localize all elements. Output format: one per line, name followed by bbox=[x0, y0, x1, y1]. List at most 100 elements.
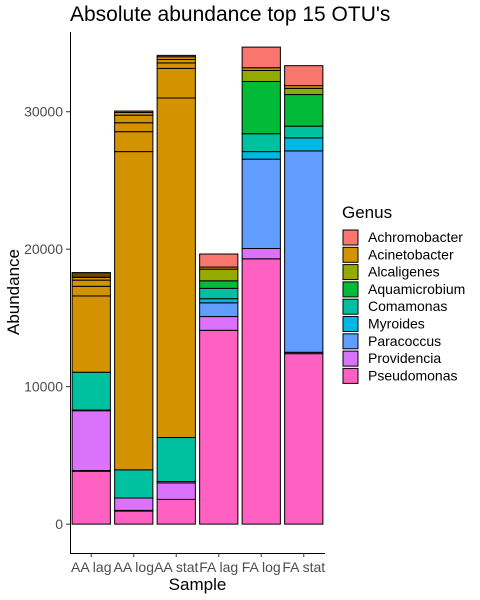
bar-segment-fa-log-myroides-3 bbox=[241, 151, 281, 160]
bar-segment-fa-log-comamonas-4 bbox=[241, 133, 281, 153]
bar-segment-aa-lag-pseudomonas-0 bbox=[71, 470, 111, 525]
legend-item-comamonas: Comamonas bbox=[342, 298, 447, 315]
bar-segment-aa-log-acinetobacter-5 bbox=[114, 131, 154, 153]
legend-label-alcaligenes: Alcaligenes bbox=[368, 264, 440, 280]
y-axis-title: Abundance bbox=[4, 249, 23, 335]
bar-segment-fa-stat-alcaligenes-6 bbox=[284, 87, 324, 96]
x-tick-label-aa-lag: AA lag bbox=[71, 559, 111, 575]
legend-label-pseudomonas: Pseudomonas bbox=[368, 367, 458, 383]
legend-label-comamonas: Comamonas bbox=[368, 298, 447, 314]
x-tick-label-fa-stat: FA stat bbox=[282, 559, 325, 575]
legend-label-paracoccus: Paracoccus bbox=[368, 333, 441, 349]
x-axis-ticks: AA lag AA log AA stat FA lag FA log FA stat bbox=[71, 553, 325, 575]
bar-segment-aa-stat-acinetobacter-4 bbox=[156, 97, 196, 439]
legend-swatch-achromobacter bbox=[342, 229, 359, 246]
bar-segment-aa-stat-achromobacter-9 bbox=[156, 54, 196, 58]
bar-segment-fa-stat-pseudomonas-0 bbox=[284, 353, 324, 525]
bar-segment-fa-lag-pseudomonas-0 bbox=[199, 329, 239, 525]
x-tick-label-aa-stat: AA stat bbox=[154, 559, 198, 575]
legend-swatch-alcaligenes bbox=[342, 264, 359, 281]
y-tick-label-30000: 30000 bbox=[24, 104, 63, 120]
bar-segment-aa-lag-acinetobacter-6 bbox=[71, 285, 111, 297]
bar-segment-aa-log-providencia-2 bbox=[114, 497, 154, 511]
bar-segment-aa-stat-providencia-1 bbox=[156, 482, 196, 500]
bar-segment-aa-log-pseudomonas-0 bbox=[114, 510, 154, 525]
bar-segment-fa-log-alcaligenes-6 bbox=[241, 69, 281, 82]
x-tick-label-fa-log: FA log bbox=[242, 559, 281, 575]
x-tick-label-fa-lag: FA lag bbox=[199, 559, 238, 575]
bar-fa-lag bbox=[199, 253, 239, 525]
legend-label-acinetobacter: Acinetobacter bbox=[368, 246, 454, 262]
x-tick-label-aa-log: AA log bbox=[114, 559, 154, 575]
bar-segment-fa-lag-achromobacter-8 bbox=[199, 253, 239, 268]
bar-segment-aa-log-acinetobacter-7 bbox=[114, 114, 154, 124]
legend-item-myroides: Myroides bbox=[342, 316, 425, 332]
y-axis-ticks: 0 10000 20000 30000 bbox=[24, 104, 70, 532]
bar-segment-fa-lag-providencia-1 bbox=[199, 316, 239, 331]
bar-segment-aa-log-acinetobacter-9 bbox=[114, 110, 154, 113]
legend-label-myroides: Myroides bbox=[368, 316, 425, 332]
bar-aa-log bbox=[114, 110, 154, 525]
legend-swatch-comamonas bbox=[342, 298, 359, 315]
bar-segment-aa-lag-acinetobacter-7 bbox=[71, 279, 111, 287]
legend-swatch-acinetobacter bbox=[342, 246, 359, 263]
bar-segment-aa-stat-acinetobacter-7 bbox=[156, 58, 196, 64]
legend-item-aquamicrobium: Aquamicrobium bbox=[342, 281, 465, 298]
bar-segment-fa-stat-paracoccus-2 bbox=[284, 150, 324, 353]
bar-segment-fa-log-paracoccus-2 bbox=[241, 158, 281, 250]
y-tick-label-0: 0 bbox=[55, 516, 63, 532]
legend-label-achromobacter: Achromobacter bbox=[368, 229, 463, 245]
bar-segment-fa-log-pseudomonas-0 bbox=[241, 258, 281, 525]
x-axis-title: Sample bbox=[169, 575, 227, 594]
bar-segment-aa-stat-acinetobacter-5 bbox=[156, 67, 196, 99]
bar-segment-fa-stat-myroides-3 bbox=[284, 137, 324, 152]
bar-segment-aa-stat-comamonas-3 bbox=[156, 437, 196, 483]
legend-swatch-paracoccus bbox=[342, 333, 359, 350]
bar-segment-fa-stat-comamonas-4 bbox=[284, 125, 324, 139]
bar-segment-aa-log-acinetobacter-6 bbox=[114, 122, 154, 133]
bar-segment-fa-stat-achromobacter-8 bbox=[284, 65, 324, 87]
chart-title: Absolute abundance top 15 OTU's bbox=[70, 3, 390, 26]
legend-label-aquamicrobium: Aquamicrobium bbox=[368, 281, 465, 297]
legend-item-pseudomonas: Pseudomonas bbox=[342, 367, 458, 384]
legend-item-providencia: Providencia bbox=[342, 350, 441, 367]
bar-segment-fa-lag-paracoccus-2 bbox=[199, 302, 239, 318]
bar-segment-fa-log-aquamicrobium-5 bbox=[241, 80, 281, 135]
y-tick-label-10000: 10000 bbox=[24, 379, 63, 395]
bar-segment-aa-stat-pseudomonas-0 bbox=[156, 498, 196, 525]
bar-fa-log bbox=[241, 46, 281, 525]
bar-segment-fa-lag-aquamicrobium-5 bbox=[199, 280, 239, 289]
bar-segment-aa-lag-comamonas-4 bbox=[71, 371, 111, 411]
bar-segment-fa-lag-alcaligenes-6 bbox=[199, 268, 239, 282]
legend-item-alcaligenes: Alcaligenes bbox=[342, 264, 440, 281]
bar-segment-fa-log-achromobacter-8 bbox=[241, 46, 281, 69]
legend-swatch-providencia bbox=[342, 350, 359, 367]
bar-segment-fa-log-providencia-1 bbox=[241, 248, 281, 260]
bar-aa-lag bbox=[71, 272, 111, 525]
bar-segment-aa-lag-achromobacter-11 bbox=[71, 272, 111, 275]
bar-fa-stat bbox=[284, 65, 324, 525]
bars-layer bbox=[71, 46, 324, 525]
bar-segment-fa-lag-comamonas-4 bbox=[199, 287, 239, 300]
bar-segment-aa-lag-providencia-2 bbox=[71, 410, 111, 472]
bar-segment-fa-stat-aquamicrobium-5 bbox=[284, 94, 324, 127]
legend-swatch-pseudomonas bbox=[342, 367, 359, 384]
legend-item-acinetobacter: Acinetobacter bbox=[342, 246, 454, 263]
bar-segment-aa-lag-acinetobacter-5 bbox=[71, 295, 111, 373]
legend-item-paracoccus: Paracoccus bbox=[342, 333, 441, 350]
bar-segment-aa-stat-acinetobacter-6 bbox=[156, 62, 196, 69]
bar-segment-aa-log-comamonas-3 bbox=[114, 469, 154, 499]
bar-segment-fa-lag-myroides-3 bbox=[199, 298, 239, 304]
bar-aa-stat bbox=[156, 54, 196, 525]
legend-title: Genus bbox=[342, 203, 392, 222]
legend-swatch-aquamicrobium bbox=[342, 281, 359, 298]
legend-label-providencia: Providencia bbox=[368, 350, 441, 366]
legend-swatch-myroides bbox=[342, 316, 359, 332]
bar-segment-aa-log-acinetobacter-4 bbox=[114, 151, 154, 471]
legend-item-achromobacter: Achromobacter bbox=[342, 229, 463, 246]
y-tick-label-20000: 20000 bbox=[24, 241, 63, 257]
